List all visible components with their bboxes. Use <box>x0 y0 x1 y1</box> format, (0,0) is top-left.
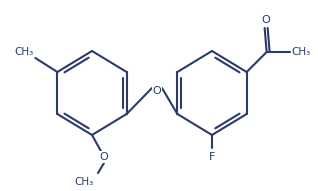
Text: CH₃: CH₃ <box>75 177 94 187</box>
Text: O: O <box>262 15 271 25</box>
Text: F: F <box>209 152 215 162</box>
Text: CH₃: CH₃ <box>292 47 311 57</box>
Text: CH₃: CH₃ <box>14 47 33 57</box>
Text: O: O <box>100 152 108 162</box>
Text: O: O <box>153 86 161 96</box>
